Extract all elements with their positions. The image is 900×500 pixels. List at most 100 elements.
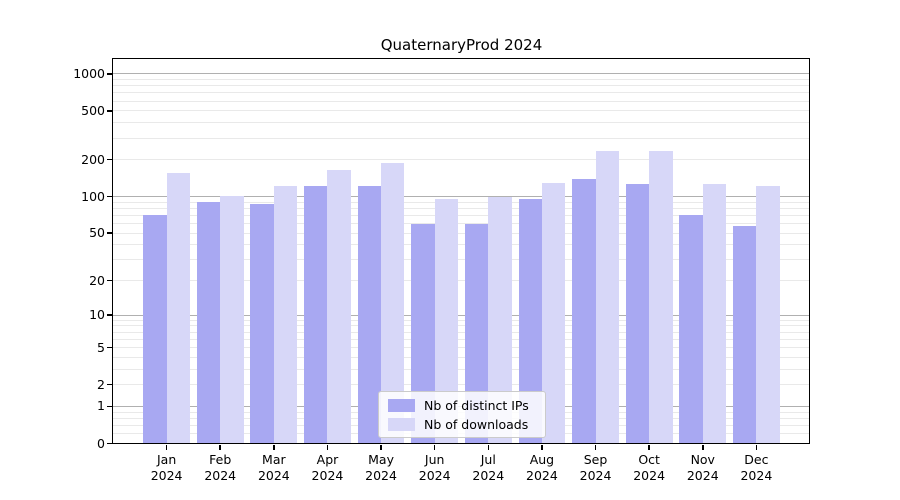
y-gridline-major: [113, 314, 810, 316]
y-tick-mark: [107, 314, 112, 316]
x-tick-mark: [273, 444, 275, 450]
x-tick-label: Mar 2024: [257, 452, 290, 483]
bar-nb-of-distinct-ips-feb-2024: [196, 202, 221, 444]
y-gridline-minor: [113, 331, 810, 333]
y-tick-mark: [107, 73, 112, 75]
legend-item-downloads: Nb of downloads: [388, 417, 545, 432]
x-tick-mark: [702, 444, 704, 450]
y-gridline-minor: [113, 232, 810, 234]
y-gridline-minor: [113, 110, 810, 112]
bar-nb-of-distinct-ips-nov-2024: [679, 215, 703, 444]
x-tick-mark: [648, 444, 650, 450]
x-tick-mark: [433, 444, 436, 450]
x-tick-mark: [219, 444, 221, 450]
bar-nb-of-downloads-dec-2024: [756, 186, 780, 444]
y-gridline-minor: [113, 223, 810, 225]
bar-nb-of-downloads-mar-2024: [273, 186, 298, 444]
x-tick-mark: [755, 444, 758, 450]
y-gridline-minor: [113, 280, 810, 282]
x-tick-label: Feb 2024: [204, 452, 237, 483]
bar-nb-of-distinct-ips-dec-2024: [732, 226, 757, 444]
y-gridline-minor: [113, 259, 810, 261]
bar-nb-of-distinct-ips-may-2024: [357, 185, 382, 444]
y-gridline-minor: [113, 207, 810, 209]
x-tick-label: Jul 2024: [472, 452, 505, 483]
y-gridline-minor: [113, 356, 810, 358]
y-gridline-minor: [113, 159, 810, 161]
y-tick-label: 200: [81, 151, 105, 167]
x-tick-label: Jun 2024: [418, 452, 451, 483]
y-tick-label: 0: [97, 435, 105, 451]
y-gridline-minor: [113, 137, 810, 139]
legend-label-downloads: Nb of downloads: [424, 416, 529, 432]
legend-item-distinct-ips: Nb of distinct IPs: [388, 398, 545, 413]
bar-nb-of-downloads-jul-2024: [488, 196, 512, 444]
y-gridline-minor: [113, 368, 810, 370]
y-gridline-minor: [113, 347, 810, 349]
y-tick-mark: [107, 383, 112, 386]
y-gridline-minor: [113, 78, 810, 80]
y-gridline-minor: [113, 214, 810, 216]
y-tick-label: 100: [81, 188, 105, 204]
y-tick-label: 1000: [73, 65, 105, 81]
x-tick-mark: [487, 444, 490, 450]
y-tick-mark: [107, 158, 112, 161]
bar-nb-of-downloads-jan-2024: [166, 172, 190, 444]
y-tick-label: 20: [89, 272, 105, 288]
x-tick-mark: [380, 444, 382, 450]
x-tick-label: Sep 2024: [579, 452, 612, 483]
bar-nb-of-distinct-ips-jun-2024: [411, 223, 435, 444]
y-gridline-minor: [113, 201, 810, 203]
y-tick-label: 5: [97, 339, 105, 355]
y-gridline-minor: [113, 244, 810, 246]
y-tick-label: 50: [89, 225, 105, 241]
bar-nb-of-downloads-may-2024: [381, 162, 405, 444]
y-gridline-minor: [113, 85, 810, 87]
legend-swatch-downloads: [388, 417, 415, 431]
x-tick-mark: [594, 444, 597, 450]
x-tick-label: Dec 2024: [740, 452, 773, 483]
bar-nb-of-distinct-ips-sep-2024: [572, 179, 596, 444]
bar-nb-of-distinct-ips-apr-2024: [304, 186, 328, 444]
y-tick-label: 500: [81, 102, 105, 118]
y-tick-mark: [107, 195, 112, 198]
y-tick-mark: [107, 279, 112, 282]
bar-nb-of-distinct-ips-mar-2024: [250, 203, 274, 444]
bar-nb-of-downloads-oct-2024: [649, 151, 673, 444]
x-tick-label: Jan 2024: [150, 452, 183, 483]
bar-nb-of-downloads-apr-2024: [327, 169, 351, 444]
y-gridline-minor: [113, 100, 810, 102]
chart-title: QuaternaryProd 2024: [380, 36, 543, 54]
bar-nb-of-downloads-feb-2024: [220, 196, 244, 444]
y-gridline-minor: [113, 319, 810, 321]
y-gridline-minor: [113, 325, 810, 327]
y-gridline-major: [113, 73, 810, 75]
bar-nb-of-downloads-sep-2024: [595, 151, 619, 444]
y-tick-label: 2: [97, 376, 105, 392]
y-tick-mark: [107, 110, 112, 112]
y-tick-label: 10: [89, 307, 105, 323]
x-tick-label: Apr 2024: [311, 452, 344, 483]
x-tick-label: Aug 2024: [526, 452, 558, 483]
bar-nb-of-distinct-ips-oct-2024: [625, 184, 650, 444]
bar-nb-of-downloads-nov-2024: [702, 183, 727, 444]
x-tick-label: May 2024: [365, 452, 397, 483]
bar-nb-of-downloads-aug-2024: [541, 183, 566, 444]
x-tick-label: Oct 2024: [633, 452, 666, 483]
y-tick-mark: [107, 232, 112, 234]
y-gridline-minor: [113, 122, 810, 124]
bar-nb-of-downloads-jun-2024: [434, 198, 459, 444]
y-tick-mark: [107, 442, 112, 445]
x-tick-mark: [165, 444, 168, 450]
bar-nb-of-distinct-ips-jul-2024: [464, 223, 489, 444]
x-tick-label: Nov 2024: [686, 452, 719, 483]
x-tick-mark: [326, 444, 329, 450]
legend-swatch-distinct-ips: [388, 398, 415, 412]
y-tick-mark: [107, 346, 112, 349]
y-tick-label: 1: [97, 398, 105, 414]
bar-nb-of-distinct-ips-aug-2024: [518, 198, 542, 444]
bar-nb-of-distinct-ips-jan-2024: [143, 215, 167, 444]
